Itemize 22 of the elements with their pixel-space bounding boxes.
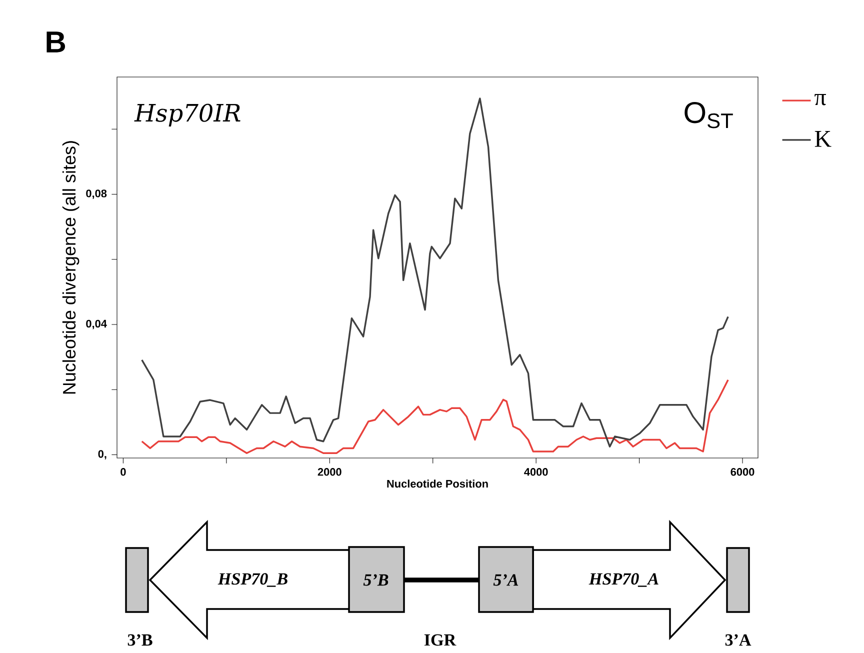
- text: HSP70_B: [218, 573, 288, 587]
- text: 5’A: [493, 574, 518, 586]
- line-series: [141, 378, 729, 454]
- chart-title: B: [46, 32, 66, 52]
- x-tick-label: 2000: [318, 468, 342, 476]
- y-tick-label: 0,04: [86, 320, 107, 330]
- text: 3’A: [725, 634, 752, 646]
- annotation: O$_{ST}$: [684, 102, 733, 128]
- legend-label: K: [814, 131, 832, 147]
- annotation: Hsp70IR: [134, 104, 240, 127]
- x-tick-label: 0: [120, 468, 126, 476]
- y-tick-label: 0,08: [86, 190, 107, 199]
- y-tick-label: 0,: [98, 450, 106, 460]
- x-tick-label: 6000: [730, 468, 754, 476]
- text: IGR: [424, 634, 456, 646]
- x-axis-title: Nucleotide Position: [387, 480, 488, 488]
- text: 5’B: [363, 574, 388, 586]
- text: 3’B: [128, 634, 152, 646]
- x-tick-label: 4000: [524, 468, 548, 476]
- y-axis-title: Nucleotide divergence (all sites): [62, 141, 80, 394]
- text: HSP70_A: [588, 573, 658, 587]
- legend-label: π: [814, 94, 826, 106]
